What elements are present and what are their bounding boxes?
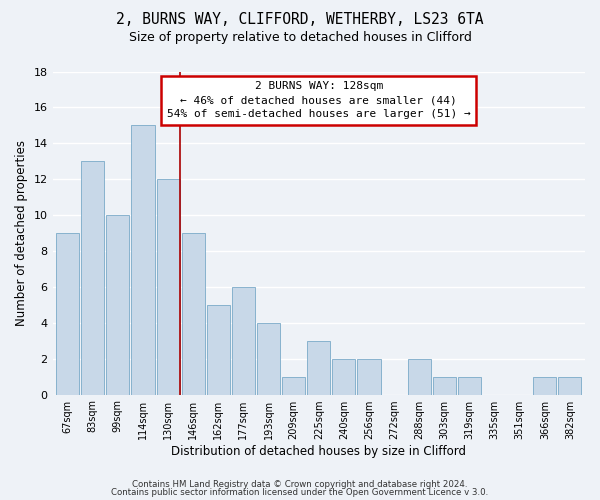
X-axis label: Distribution of detached houses by size in Clifford: Distribution of detached houses by size …: [171, 444, 466, 458]
Text: Size of property relative to detached houses in Clifford: Size of property relative to detached ho…: [128, 31, 472, 44]
Text: Contains public sector information licensed under the Open Government Licence v : Contains public sector information licen…: [112, 488, 488, 497]
Y-axis label: Number of detached properties: Number of detached properties: [15, 140, 28, 326]
Text: 2 BURNS WAY: 128sqm
← 46% of detached houses are smaller (44)
54% of semi-detach: 2 BURNS WAY: 128sqm ← 46% of detached ho…: [167, 81, 470, 119]
Bar: [458, 376, 481, 394]
Bar: [559, 376, 581, 394]
Bar: [407, 358, 431, 394]
Bar: [232, 287, 255, 395]
Bar: [56, 233, 79, 394]
Bar: [307, 340, 331, 394]
Bar: [207, 305, 230, 394]
Bar: [257, 323, 280, 394]
Bar: [131, 126, 155, 394]
Bar: [533, 376, 556, 394]
Text: Contains HM Land Registry data © Crown copyright and database right 2024.: Contains HM Land Registry data © Crown c…: [132, 480, 468, 489]
Bar: [81, 161, 104, 394]
Bar: [433, 376, 456, 394]
Bar: [157, 179, 179, 394]
Text: 2, BURNS WAY, CLIFFORD, WETHERBY, LS23 6TA: 2, BURNS WAY, CLIFFORD, WETHERBY, LS23 6…: [116, 12, 484, 28]
Bar: [358, 358, 380, 394]
Bar: [182, 233, 205, 394]
Bar: [332, 358, 355, 394]
Bar: [282, 376, 305, 394]
Bar: [106, 215, 130, 394]
